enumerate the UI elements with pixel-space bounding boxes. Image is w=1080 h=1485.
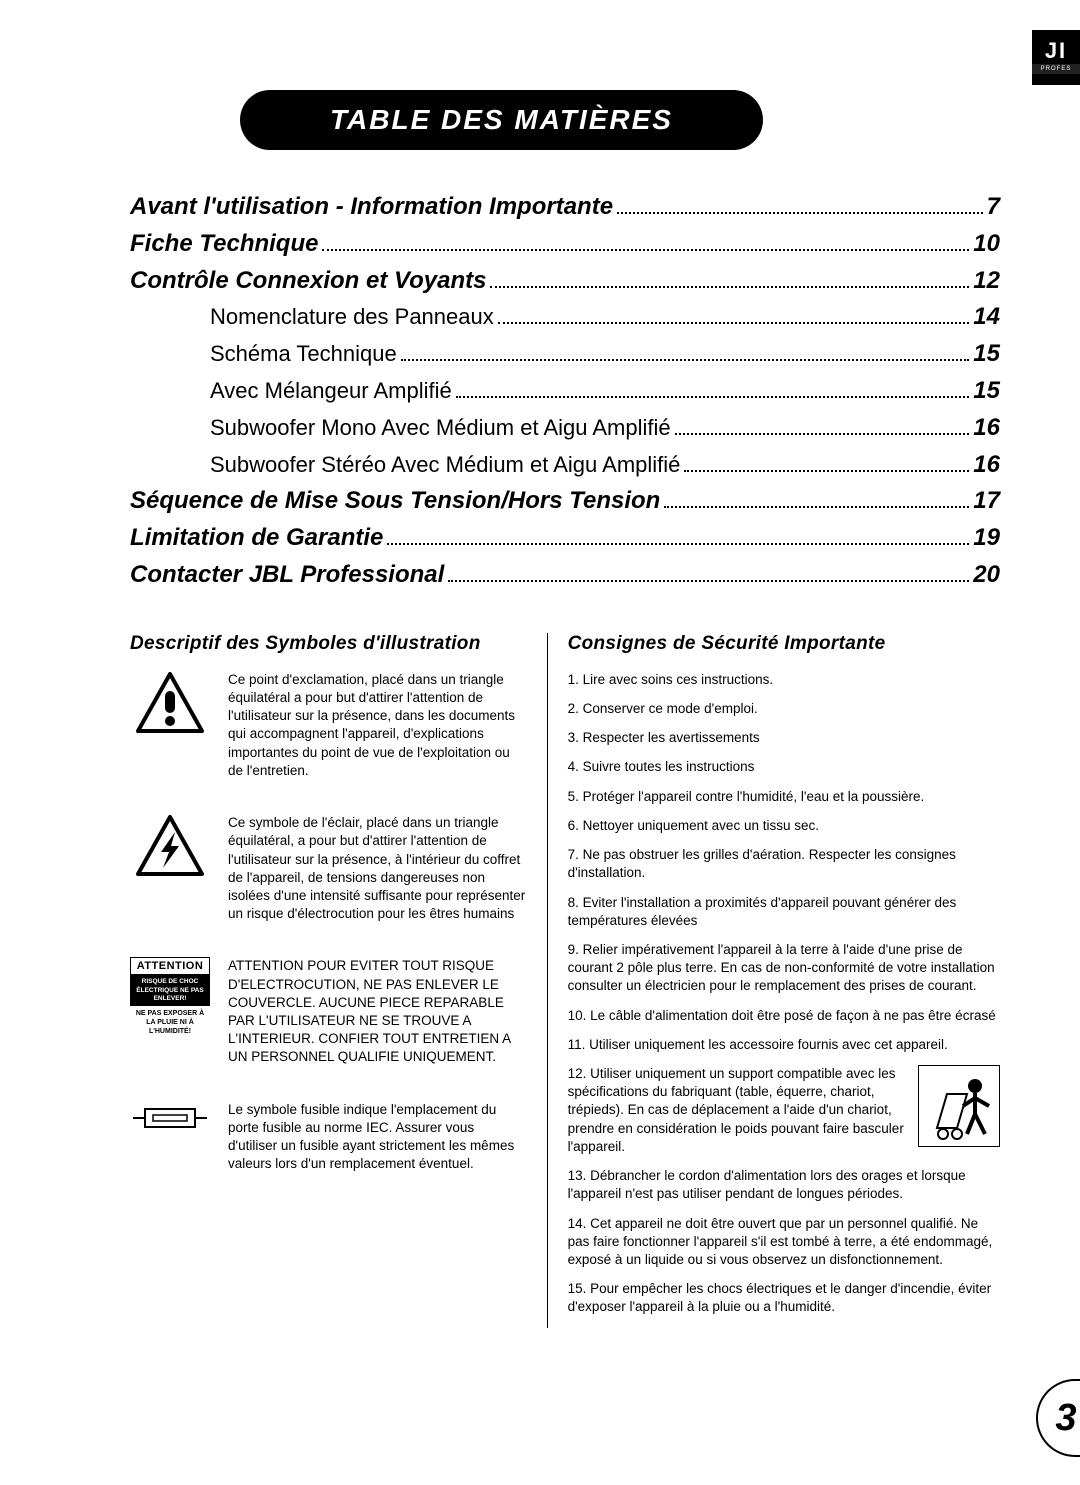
table-of-contents: Avant l'utilisation - Information Import… [130,190,1000,593]
toc-label: Subwoofer Stéréo Avec Médium et Aigu Amp… [210,449,680,481]
toc-page: 10 [973,227,1000,262]
toc-label: Avant l'utilisation - Information Import… [130,190,613,225]
content-columns: Descriptif des Symboles d'illustration C… [130,633,1000,1328]
safety-list: 1. Lire avec soins ces instructions. 2. C… [568,671,1000,1317]
toc-label: Nomenclature des Panneaux [210,301,494,333]
safety-item: 13. Débrancher le cordon d'alimentation … [568,1167,1000,1203]
lightning-triangle-icon [130,814,210,923]
symbol-lightning-text: Ce symbole de l'éclair, placé dans un tr… [228,814,527,923]
toc-row: Fiche Technique 10 [130,227,1000,262]
toc-dots [387,543,969,545]
toc-row: Limitation de Garantie 19 [130,521,1000,556]
symbol-exclamation-text: Ce point d'exclamation, placé dans un tr… [228,671,527,780]
toc-page: 7 [987,190,1000,225]
safety-heading: Consignes de Sécurité Importante [568,633,1000,655]
safety-item: 4. Suivre toutes les instructions [568,758,1000,776]
brand-text: JI [1032,30,1080,64]
safety-item: 9. Relier impérativement l'appareil à la… [568,941,1000,996]
safety-column: Consignes de Sécurité Importante 1. Lire… [548,633,1000,1328]
toc-label: Contacter JBL Professional [130,558,444,593]
toc-dots [448,580,969,582]
exclamation-triangle-icon [130,671,210,780]
symbols-heading: Descriptif des Symboles d'illustration [130,633,527,655]
toc-label: Subwoofer Mono Avec Médium et Aigu Ampli… [210,412,671,444]
toc-dots [401,359,970,361]
symbols-column: Descriptif des Symboles d'illustration C… [130,633,548,1328]
symbol-attention-text: ATTENTION POUR EVITER TOUT RISQUE D'ELEC… [228,957,527,1066]
toc-page: 20 [973,558,1000,593]
page-number: 3 [1036,1379,1080,1457]
toc-dots [490,286,969,288]
attention-small: NE PAS EXPOSER À LA PLUIE NI À L'HUMIDIT… [130,1006,210,1039]
symbol-fuse-text: Le symbole fusible indique l'emplacement… [228,1101,527,1174]
symbol-exclamation: Ce point d'exclamation, placé dans un tr… [130,671,527,780]
toc-row: Contrôle Connexion et Voyants 12 [130,264,1000,299]
toc-label: Contrôle Connexion et Voyants [130,264,486,299]
page-title: TABLE DES MATIÈRES [240,90,763,150]
toc-page: 19 [973,521,1000,556]
toc-row: Avant l'utilisation - Information Import… [130,190,1000,225]
attention-box-icon: ATTENTION RISQUE DE CHOC ÉLECTRIQUE NE P… [130,957,210,1066]
safety-item: 5. Protéger l'appareil contre l'humidité… [568,788,1000,806]
toc-dots [498,322,970,324]
toc-page: 16 [973,411,1000,446]
symbol-lightning: Ce symbole de l'éclair, placé dans un tr… [130,814,527,923]
safety-item: 14. Cet appareil ne doit être ouvert que… [568,1215,1000,1270]
safety-item: 8. Eviter l'installation a proximités d'… [568,894,1000,930]
toc-dots [684,470,969,472]
brand-sub: PROFES [1032,64,1080,74]
safety-item: 7. Ne pas obstruer les grilles d'aératio… [568,846,1000,882]
toc-row: Nomenclature des Panneaux 14 [130,300,1000,335]
toc-row: Avec Mélangeur Amplifié 15 [130,374,1000,409]
safety-item: 15. Pour empêcher les chocs électriques … [568,1280,1000,1316]
safety-item-with-icon: 12. Utiliser uniquement un support compa… [568,1065,1000,1156]
toc-label: Séquence de Mise Sous Tension/Hors Tensi… [130,484,660,519]
toc-row: Contacter JBL Professional 20 [130,558,1000,593]
toc-row: Subwoofer Mono Avec Médium et Aigu Ampli… [130,411,1000,446]
toc-label: Avec Mélangeur Amplifié [210,375,452,407]
safety-item: 1. Lire avec soins ces instructions. [568,671,1000,689]
toc-dots [617,212,983,214]
symbol-fuse: Le symbole fusible indique l'emplacement… [130,1101,527,1174]
toc-dots [456,396,970,398]
toc-row: Séquence de Mise Sous Tension/Hors Tensi… [130,484,1000,519]
toc-page: 15 [973,374,1000,409]
toc-label: Limitation de Garantie [130,521,383,556]
toc-dots [675,433,970,435]
safety-item: 6. Nettoyer uniquement avec un tissu sec… [568,817,1000,835]
toc-row: Subwoofer Stéréo Avec Médium et Aigu Amp… [130,448,1000,483]
toc-page: 17 [973,484,1000,519]
fuse-icon [130,1101,210,1174]
toc-page: 14 [973,300,1000,335]
safety-item: 3. Respecter les avertissements [568,729,1000,747]
attention-title: ATTENTION [130,957,210,975]
toc-page: 12 [973,264,1000,299]
brand-logo: JI PROFES [1032,30,1080,85]
toc-page: 16 [973,448,1000,483]
attention-black: RISQUE DE CHOC ÉLECTRIQUE NE PAS ENLEVER… [130,975,210,1005]
safety-item: 10. Le câble d'alimentation doit être po… [568,1007,1000,1025]
toc-dots [664,506,969,508]
toc-label: Schéma Technique [210,338,397,370]
symbol-attention: ATTENTION RISQUE DE CHOC ÉLECTRIQUE NE P… [130,957,527,1066]
toc-row: Schéma Technique 15 [130,337,1000,372]
safety-item-text: 12. Utiliser uniquement un support compa… [568,1065,906,1156]
toc-label: Fiche Technique [130,227,318,262]
safety-item: 2. Conserver ce mode d'emploi. [568,700,1000,718]
safety-item: 11. Utiliser uniquement les accessoire f… [568,1036,1000,1054]
toc-dots [322,249,969,251]
cart-tip-icon [918,1065,1000,1147]
toc-page: 15 [973,337,1000,372]
